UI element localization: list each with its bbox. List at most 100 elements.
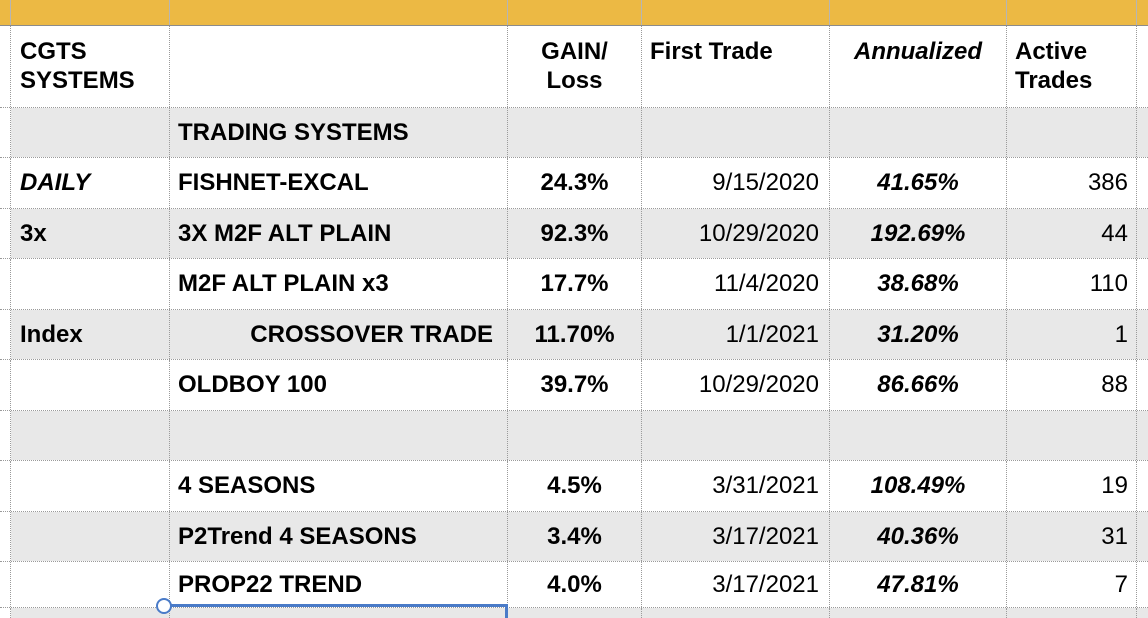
cell-first-trade[interactable]: 3/17/2021 <box>642 512 830 561</box>
cell-first-trade[interactable]: 3/31/2021 <box>642 461 830 511</box>
cell-active-trades[interactable]: 31 <box>1007 512 1137 561</box>
cell-annualized[interactable]: 47.81% <box>830 562 1007 607</box>
header-systems-cell[interactable] <box>170 26 508 107</box>
cell-label[interactable]: DAILY <box>11 158 170 208</box>
cell-spacer-right[interactable] <box>1137 158 1148 208</box>
cell-spacer-left[interactable] <box>0 310 11 359</box>
cell-system-name[interactable]: FISHNET-EXCAL <box>170 158 508 208</box>
cell-active-trades[interactable]: 44 <box>1007 209 1137 258</box>
cell-first-trade[interactable] <box>642 608 830 618</box>
cell-active-trades[interactable] <box>1007 608 1137 618</box>
cell-spacer-left[interactable] <box>0 26 11 107</box>
cell-annualized[interactable] <box>830 108 1007 157</box>
cell-system-name[interactable]: CROSSOVER TRADE <box>170 310 508 359</box>
band-cell[interactable] <box>508 0 642 25</box>
cell-label[interactable] <box>11 562 170 607</box>
cell-spacer-left[interactable] <box>0 608 11 618</box>
cell-first-trade[interactable]: 9/15/2020 <box>642 158 830 208</box>
header-gain-loss[interactable]: GAIN/Loss <box>508 26 642 107</box>
cell-system-name[interactable] <box>170 411 508 460</box>
cell-spacer-left[interactable] <box>0 209 11 258</box>
cell-label[interactable]: 3x <box>11 209 170 258</box>
cell-spacer-right[interactable] <box>1137 108 1148 157</box>
cell-gain[interactable]: 4.5% <box>508 461 642 511</box>
cell-label[interactable] <box>11 512 170 561</box>
cell-active-trades[interactable]: 88 <box>1007 360 1137 410</box>
cell-spacer-right[interactable] <box>1137 608 1148 618</box>
cell-system-name[interactable]: OLDBOY 100 <box>170 360 508 410</box>
cell-active-trades[interactable]: 386 <box>1007 158 1137 208</box>
cell-annualized[interactable]: 38.68% <box>830 259 1007 309</box>
header-annualized[interactable]: Annualized <box>830 26 1007 107</box>
header-first-trade[interactable]: First Trade <box>642 26 830 107</box>
cell-gain[interactable]: 17.7% <box>508 259 642 309</box>
cell-label[interactable] <box>11 411 170 460</box>
cell-active-trades[interactable]: 110 <box>1007 259 1137 309</box>
cell-spacer-right[interactable] <box>1137 259 1148 309</box>
cell-spacer-right[interactable] <box>1137 310 1148 359</box>
cell-system-name[interactable]: TRADING SYSTEMS <box>170 108 508 157</box>
cell-annualized[interactable]: 31.20% <box>830 310 1007 359</box>
cell-label[interactable]: Index <box>11 310 170 359</box>
band-cell[interactable] <box>170 0 508 25</box>
band-cell[interactable] <box>1137 0 1148 25</box>
cell-first-trade[interactable] <box>642 108 830 157</box>
cell-spacer-left[interactable] <box>0 259 11 309</box>
cell-gain[interactable]: 3.4% <box>508 512 642 561</box>
cell-system-name[interactable]: 3X M2F ALT PLAIN <box>170 209 508 258</box>
cell-spacer-right[interactable] <box>1137 411 1148 460</box>
selection-drag-handle[interactable] <box>156 598 172 614</box>
cell-spacer-left[interactable] <box>0 360 11 410</box>
cell-label[interactable] <box>11 259 170 309</box>
cell-annualized[interactable]: 41.65% <box>830 158 1007 208</box>
cell-spacer-right[interactable] <box>1137 26 1148 107</box>
cell-gain[interactable]: 24.3% <box>508 158 642 208</box>
cell-gain[interactable]: 11.70% <box>508 310 642 359</box>
cell-gain[interactable]: 4.0% <box>508 562 642 607</box>
cell-spacer-left[interactable] <box>0 158 11 208</box>
cell-first-trade[interactable]: 1/1/2021 <box>642 310 830 359</box>
cell-first-trade[interactable]: 10/29/2020 <box>642 209 830 258</box>
header-active-trades[interactable]: Active Trades <box>1007 26 1137 107</box>
cell-active-trades[interactable]: 1 <box>1007 310 1137 359</box>
cell-system-name[interactable]: PROP22 TREND <box>170 562 508 607</box>
cell-active-trades[interactable] <box>1007 108 1137 157</box>
cell-spacer-left[interactable] <box>0 512 11 561</box>
cell-annualized[interactable]: 86.66% <box>830 360 1007 410</box>
cell-gain[interactable] <box>508 108 642 157</box>
cell-first-trade[interactable]: 10/29/2020 <box>642 360 830 410</box>
cell-spacer-left[interactable] <box>0 562 11 607</box>
cell-system-name[interactable] <box>170 608 508 618</box>
cell-system-name[interactable]: P2Trend 4 SEASONS <box>170 512 508 561</box>
cell-gain[interactable]: 39.7% <box>508 360 642 410</box>
cell-spacer-right[interactable] <box>1137 512 1148 561</box>
band-cell[interactable] <box>1007 0 1137 25</box>
cell-spacer-right[interactable] <box>1137 461 1148 511</box>
cell-gain[interactable] <box>508 608 642 618</box>
table-title-cell[interactable]: CGTS SYSTEMS <box>11 26 170 107</box>
cell-active-trades[interactable]: 19 <box>1007 461 1137 511</box>
band-cell[interactable] <box>830 0 1007 25</box>
cell-annualized[interactable] <box>830 608 1007 618</box>
cell-active-trades[interactable]: 7 <box>1007 562 1137 607</box>
cell-spacer-right[interactable] <box>1137 562 1148 607</box>
cell-annualized[interactable]: 192.69% <box>830 209 1007 258</box>
cell-annualized[interactable] <box>830 411 1007 460</box>
cell-gain[interactable] <box>508 411 642 460</box>
band-cell[interactable] <box>0 0 11 25</box>
cell-annualized[interactable]: 108.49% <box>830 461 1007 511</box>
cell-first-trade[interactable]: 3/17/2021 <box>642 562 830 607</box>
cell-spacer-left[interactable] <box>0 411 11 460</box>
cell-spacer-left[interactable] <box>0 108 11 157</box>
cell-spacer-right[interactable] <box>1137 209 1148 258</box>
cell-label[interactable] <box>11 360 170 410</box>
cell-system-name[interactable]: M2F ALT PLAIN x3 <box>170 259 508 309</box>
cell-annualized[interactable]: 40.36% <box>830 512 1007 561</box>
cell-spacer-right[interactable] <box>1137 360 1148 410</box>
band-cell[interactable] <box>642 0 830 25</box>
cell-gain[interactable]: 92.3% <box>508 209 642 258</box>
cell-system-name[interactable]: 4 SEASONS <box>170 461 508 511</box>
cell-label[interactable] <box>11 461 170 511</box>
cell-label[interactable] <box>11 108 170 157</box>
cell-first-trade[interactable]: 11/4/2020 <box>642 259 830 309</box>
